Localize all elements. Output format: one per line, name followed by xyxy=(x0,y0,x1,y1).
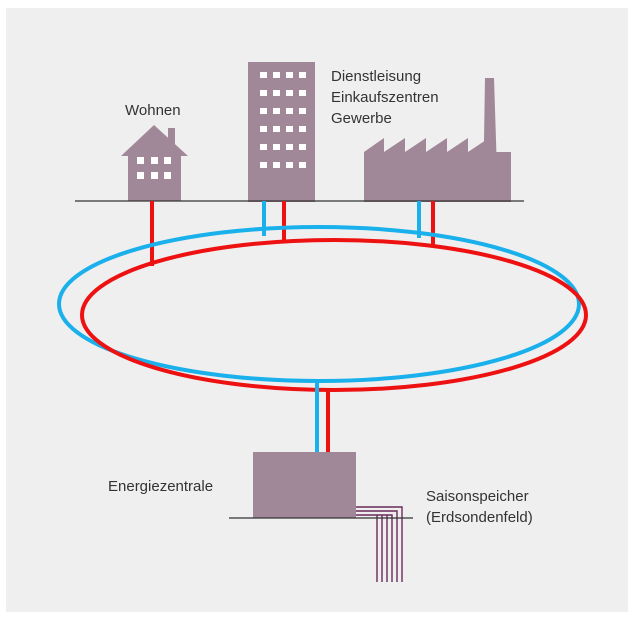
ground-probe-field xyxy=(356,506,403,582)
office-tower xyxy=(248,62,315,202)
label-gewerbe: Gewerbe xyxy=(331,110,392,127)
tower-windows xyxy=(260,72,306,168)
label-einkaufszentren: Einkaufszentren xyxy=(331,89,439,106)
factory-building xyxy=(364,78,511,202)
label-energiezentrale: Energiezentrale xyxy=(108,478,213,495)
house-building xyxy=(121,125,188,201)
background-panel xyxy=(6,8,628,612)
warm-ring-pipe xyxy=(80,238,588,392)
factory-sawtooth-hall xyxy=(364,138,511,202)
label-dienstleisung: Dienstleisung xyxy=(331,68,421,85)
label-wohnen: Wohnen xyxy=(125,102,181,119)
energy-center-building xyxy=(253,452,356,518)
label-saisonspeicher: Saisonspeicher xyxy=(426,488,529,505)
label-erdsondenfeld: (Erdsondenfeld) xyxy=(426,509,533,526)
house-windows xyxy=(137,157,171,179)
